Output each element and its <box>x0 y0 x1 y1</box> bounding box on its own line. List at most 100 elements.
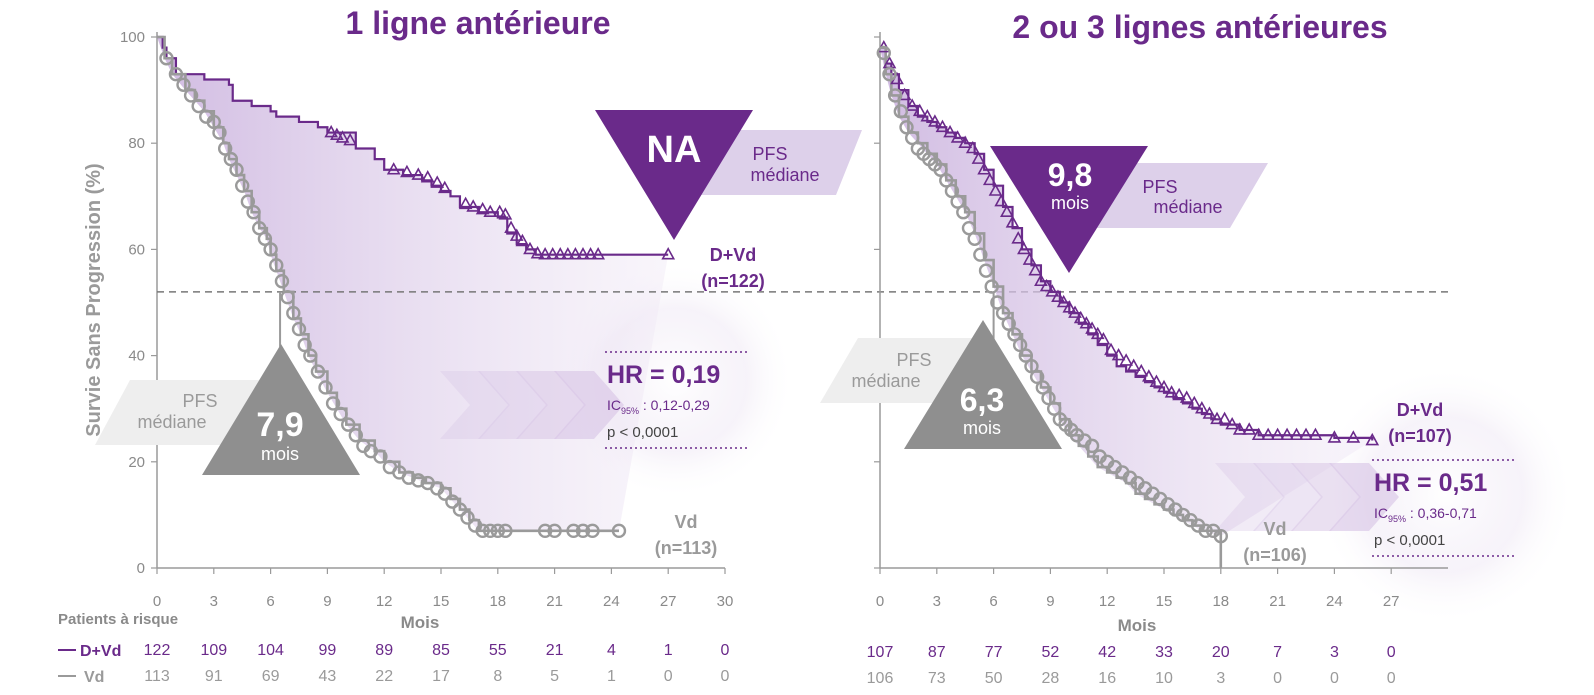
censor-marker-vd <box>566 523 581 539</box>
censor-marker-vd <box>956 205 971 220</box>
risk-dvd-value: 1 <box>664 642 673 659</box>
censor-marker-vd <box>899 120 914 135</box>
censor-marker-dvd <box>583 247 598 260</box>
pfs-value-vd: 6,3 <box>960 382 1004 418</box>
censor-marker-vd <box>585 523 600 539</box>
x-tick-label: 12 <box>376 593 393 610</box>
censor-marker-vd <box>1035 380 1051 395</box>
censor-marker-dvd <box>330 127 344 141</box>
censor-marker-dvd <box>1289 427 1304 441</box>
censor-marker-vd <box>234 178 250 193</box>
risk-vd-value: 91 <box>205 668 223 685</box>
x-tick-label: 24 <box>1326 593 1343 610</box>
x-tick-label: 18 <box>1212 593 1229 610</box>
censor-marker-dvd <box>1126 358 1141 372</box>
risk-dvd-value: 87 <box>928 644 946 661</box>
censor-marker-vd <box>341 417 356 432</box>
x-tick-label: 21 <box>1269 593 1286 610</box>
censor-marker-vd <box>318 380 333 395</box>
risk-dvd-value: 122 <box>144 642 171 659</box>
censor-marker-vd <box>1084 438 1100 454</box>
censor-marker-dvd <box>1011 231 1026 244</box>
pfs-label-dvd: PFS <box>752 144 787 164</box>
censor-marker-vd <box>876 45 891 61</box>
censor-marker-dvd <box>1134 363 1149 377</box>
censor-marker-dvd <box>458 196 473 210</box>
censor-marker-vd <box>939 173 954 188</box>
censor-marker-vd <box>950 194 965 209</box>
chevron-arrow <box>516 371 586 439</box>
risk-vd-value: 0 <box>721 668 730 685</box>
x-tick-label: 15 <box>433 593 450 610</box>
censor-marker-dvd <box>977 162 991 175</box>
risk-dvd-value: 104 <box>257 642 284 659</box>
curve-vd <box>157 35 619 533</box>
censor-marker-dvd <box>928 114 942 127</box>
risk-dvd-value: 107 <box>867 644 894 661</box>
censor-marker-vd <box>269 258 284 273</box>
censor-marker-dvd <box>591 247 606 260</box>
risk-vd-value: 106 <box>867 670 894 687</box>
censor-marker-vd <box>1001 316 1016 331</box>
hr-ci: IC95% : 0,12-0,29 <box>607 397 710 416</box>
risk-dvd-value: 99 <box>319 642 337 659</box>
censor-marker-dvd <box>1195 401 1209 414</box>
censor-marker-vd <box>490 523 505 539</box>
label-dvd-n: (n=122) <box>701 271 765 291</box>
censor-marker-dvd <box>1327 430 1342 443</box>
censor-marker-vd <box>411 473 426 488</box>
censor-marker-vd <box>168 66 184 82</box>
x-tick-label: 3 <box>210 593 218 610</box>
censor-marker-dvd <box>386 162 401 175</box>
censor-marker-dvd <box>958 135 973 148</box>
risk-dvd-value: 20 <box>1212 644 1230 661</box>
x-tick-label: 0 <box>153 593 161 610</box>
censor-marker-dvd <box>1157 379 1171 393</box>
censor-marker-vd <box>904 130 920 146</box>
censor-marker-dvd <box>1242 422 1257 435</box>
censor-marker-dvd <box>661 247 676 260</box>
chevron-arrow <box>440 371 510 439</box>
censor-marker-dvd <box>1270 427 1285 441</box>
censor-marker-vd <box>1018 348 1033 363</box>
pfs-label2-dvd: médiane <box>1153 197 1222 217</box>
y-tick-label: 100 <box>120 29 145 46</box>
risk-dvd-value: 3 <box>1330 644 1339 661</box>
censor-marker-dvd <box>553 247 568 260</box>
chart-layers: 0204060801000122113310991610469999431289… <box>95 29 1575 687</box>
censor-marker-dvd <box>1299 427 1313 441</box>
risk-vd-value: 69 <box>262 668 280 685</box>
censor-marker-dvd <box>1172 387 1187 401</box>
censor-marker-dvd <box>509 228 524 241</box>
risk-dvd-value: 21 <box>546 642 564 659</box>
censor-marker-dvd <box>1217 411 1232 425</box>
censor-marker-dvd <box>343 132 357 146</box>
censor-marker-vd <box>452 502 468 517</box>
censor-marker-dvd <box>411 167 426 180</box>
panel1-x-axis-label: Mois <box>401 613 440 632</box>
censor-marker-dvd <box>1005 215 1020 228</box>
risk-vd-value: 10 <box>1155 670 1173 687</box>
risk-vd-value: 28 <box>1042 670 1060 687</box>
panel2-x-axis-label: Mois <box>1118 616 1157 635</box>
censor-marker-vd <box>240 194 256 209</box>
censor-marker-dvd <box>971 151 986 164</box>
censor-marker-dvd <box>1141 369 1156 382</box>
x-tick-label: 27 <box>1383 593 1400 610</box>
censor-marker-vd <box>229 162 244 177</box>
censor-marker-vd <box>1029 369 1045 385</box>
risk-vd-value: 1 <box>607 668 616 685</box>
censor-marker-vd <box>437 486 452 501</box>
pfs-label-dvd: PFS <box>1142 177 1177 197</box>
censor-marker-dvd <box>1251 427 1266 441</box>
censor-marker-dvd <box>483 204 498 218</box>
censor-marker-vd <box>887 88 903 103</box>
censor-marker-dvd <box>994 193 1009 207</box>
censor-marker-vd <box>212 125 227 140</box>
censor-marker-dvd <box>1149 374 1164 387</box>
x-tick-label: 9 <box>323 593 331 610</box>
censor-marker-vd <box>373 449 388 464</box>
censor-marker-dvd <box>988 183 1003 196</box>
risk-vd-value: 3 <box>1216 670 1225 687</box>
